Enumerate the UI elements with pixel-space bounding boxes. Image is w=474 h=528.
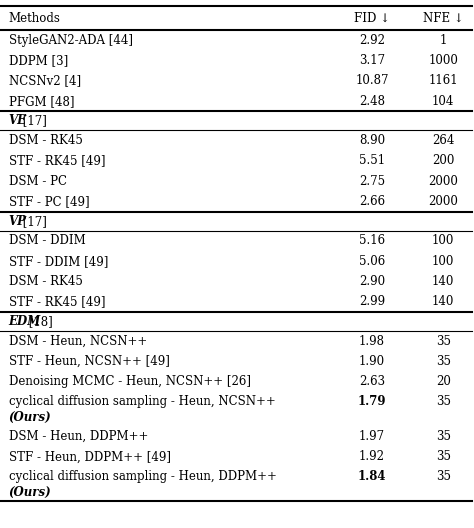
Text: STF - PC [49]: STF - PC [49] <box>9 195 89 208</box>
Text: 1.90: 1.90 <box>359 355 385 368</box>
Text: 5.16: 5.16 <box>359 234 385 248</box>
Text: EDM: EDM <box>9 315 41 328</box>
Text: 2.99: 2.99 <box>359 295 385 308</box>
Text: VP: VP <box>9 215 27 228</box>
Text: 1.92: 1.92 <box>359 450 385 464</box>
Text: 35: 35 <box>436 450 451 464</box>
Text: Denoising MCMC - Heun, NCSN++ [26]: Denoising MCMC - Heun, NCSN++ [26] <box>9 375 251 389</box>
Text: 35: 35 <box>436 355 451 368</box>
Text: 104: 104 <box>432 95 455 108</box>
Text: 200: 200 <box>432 154 455 167</box>
Text: [18]: [18] <box>25 315 53 328</box>
Text: 1.97: 1.97 <box>359 430 385 443</box>
Text: [17]: [17] <box>19 215 47 228</box>
Text: 3.17: 3.17 <box>359 54 385 67</box>
Text: 100: 100 <box>432 254 455 268</box>
Text: DSM - RK45: DSM - RK45 <box>9 275 82 288</box>
Text: 10.87: 10.87 <box>356 74 389 88</box>
Text: DSM - PC: DSM - PC <box>9 175 66 188</box>
Text: (Ours): (Ours) <box>9 411 51 425</box>
Text: DSM - Heun, NCSN++: DSM - Heun, NCSN++ <box>9 335 147 348</box>
Text: 2000: 2000 <box>428 175 458 188</box>
Text: 1000: 1000 <box>428 54 458 67</box>
Text: STF - RK45 [49]: STF - RK45 [49] <box>9 295 105 308</box>
Text: STF - Heun, DDPM++ [49]: STF - Heun, DDPM++ [49] <box>9 450 171 464</box>
Text: [17]: [17] <box>19 115 47 127</box>
Text: DDPM [3]: DDPM [3] <box>9 54 68 67</box>
Text: 20: 20 <box>436 375 451 389</box>
Text: 5.06: 5.06 <box>359 254 385 268</box>
Text: 2.90: 2.90 <box>359 275 385 288</box>
Text: 264: 264 <box>432 134 455 147</box>
Text: 35: 35 <box>436 470 451 483</box>
Text: STF - DDIM [49]: STF - DDIM [49] <box>9 254 108 268</box>
Text: 100: 100 <box>432 234 455 248</box>
Text: 2.48: 2.48 <box>359 95 385 108</box>
Text: NFE ↓: NFE ↓ <box>423 12 464 25</box>
Text: cyclical diffusion sampling - Heun, DDPM++: cyclical diffusion sampling - Heun, DDPM… <box>9 470 276 483</box>
Text: 2000: 2000 <box>428 195 458 208</box>
Text: 1.84: 1.84 <box>358 470 386 483</box>
Text: STF - Heun, NCSN++ [49]: STF - Heun, NCSN++ [49] <box>9 355 169 368</box>
Text: 140: 140 <box>432 295 455 308</box>
Text: 2.92: 2.92 <box>359 34 385 47</box>
Text: DSM - Heun, DDPM++: DSM - Heun, DDPM++ <box>9 430 148 443</box>
Text: 35: 35 <box>436 335 451 348</box>
Text: PFGM [48]: PFGM [48] <box>9 95 74 108</box>
Text: Methods: Methods <box>9 12 60 25</box>
Text: 1161: 1161 <box>428 74 458 88</box>
Text: 1.79: 1.79 <box>358 395 386 408</box>
Text: 2.66: 2.66 <box>359 195 385 208</box>
Text: 1: 1 <box>439 34 447 47</box>
Text: 2.63: 2.63 <box>359 375 385 389</box>
Text: VE: VE <box>9 115 27 127</box>
Text: FID ↓: FID ↓ <box>354 12 390 25</box>
Text: 5.51: 5.51 <box>359 154 385 167</box>
Text: (Ours): (Ours) <box>9 486 51 499</box>
Text: DSM - DDIM: DSM - DDIM <box>9 234 85 248</box>
Text: 35: 35 <box>436 395 451 408</box>
Text: NCSNv2 [4]: NCSNv2 [4] <box>9 74 81 88</box>
Text: 35: 35 <box>436 430 451 443</box>
Text: StyleGAN2-ADA [44]: StyleGAN2-ADA [44] <box>9 34 133 47</box>
Text: STF - RK45 [49]: STF - RK45 [49] <box>9 154 105 167</box>
Text: 140: 140 <box>432 275 455 288</box>
Text: DSM - RK45: DSM - RK45 <box>9 134 82 147</box>
Text: 2.75: 2.75 <box>359 175 385 188</box>
Text: 1.98: 1.98 <box>359 335 385 348</box>
Text: 8.90: 8.90 <box>359 134 385 147</box>
Text: cyclical diffusion sampling - Heun, NCSN++: cyclical diffusion sampling - Heun, NCSN… <box>9 395 275 408</box>
